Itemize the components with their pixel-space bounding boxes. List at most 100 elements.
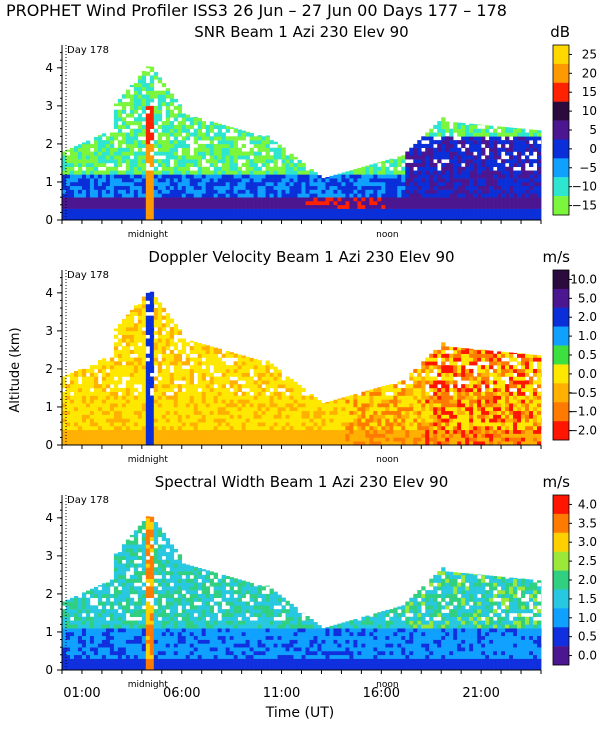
heatmap-cell bbox=[153, 113, 159, 118]
heatmap-cell bbox=[345, 403, 350, 408]
heatmap-cell bbox=[265, 441, 270, 446]
heatmap-cell bbox=[401, 422, 406, 427]
colorbar-units: m/s bbox=[543, 248, 571, 266]
heatmap-cell bbox=[461, 170, 466, 175]
heatmap-cell bbox=[237, 418, 242, 423]
heatmap-cell bbox=[241, 216, 246, 221]
heatmap-cell bbox=[117, 212, 123, 217]
heatmap-cell bbox=[213, 200, 218, 206]
heatmap-cell bbox=[217, 147, 222, 152]
heatmap-cell bbox=[153, 193, 159, 198]
heatmap-cell bbox=[465, 414, 470, 419]
heatmap-cell bbox=[261, 380, 266, 385]
heatmap-cell bbox=[513, 159, 518, 164]
heatmap-cell bbox=[101, 361, 107, 366]
heatmap-cell bbox=[449, 136, 454, 141]
heatmap-cell bbox=[213, 193, 218, 198]
heatmap-cell bbox=[201, 361, 206, 366]
heatmap-cell bbox=[485, 357, 490, 362]
heatmap-cell bbox=[81, 380, 87, 385]
heatmap-cell bbox=[277, 418, 282, 423]
heatmap-cell bbox=[169, 433, 175, 438]
heatmap-cell bbox=[437, 429, 442, 434]
heatmap-cell bbox=[141, 300, 147, 305]
heatmap-cell bbox=[521, 128, 526, 133]
heatmap-cell bbox=[233, 361, 238, 366]
heatmap-cell bbox=[513, 197, 518, 202]
heatmap-cell bbox=[249, 403, 254, 408]
heatmap-cell bbox=[309, 437, 314, 442]
heatmap-cell bbox=[193, 342, 199, 347]
heatmap-cell bbox=[157, 323, 163, 328]
heatmap-cell bbox=[233, 414, 238, 419]
heatmap-cell bbox=[157, 132, 163, 137]
heatmap-cell bbox=[177, 132, 183, 137]
heatmap-cell bbox=[125, 414, 131, 419]
heatmap-cell bbox=[285, 170, 290, 175]
heatmap-cell bbox=[161, 98, 167, 103]
heatmap-cell bbox=[193, 121, 199, 126]
heatmap-cell bbox=[465, 376, 470, 381]
heatmap-cell bbox=[477, 162, 482, 168]
heatmap-cell bbox=[273, 387, 278, 393]
heatmap-cell bbox=[481, 410, 486, 415]
heatmap-cell bbox=[165, 94, 171, 99]
heatmap-cell bbox=[137, 98, 143, 103]
heatmap-cell bbox=[453, 162, 458, 168]
heatmap-cell bbox=[62, 395, 67, 400]
heatmap-cell bbox=[485, 125, 490, 129]
heatmap-cell bbox=[141, 304, 147, 309]
heatmap-cell bbox=[65, 441, 71, 446]
heatmap-cell bbox=[137, 380, 143, 385]
heatmap-cell bbox=[385, 403, 390, 408]
heatmap-cell bbox=[181, 216, 187, 221]
heatmap-cell bbox=[237, 129, 242, 133]
heatmap-cell bbox=[241, 212, 246, 217]
heatmap-cell bbox=[109, 403, 115, 408]
heatmap-cell bbox=[93, 403, 99, 408]
heatmap-cell bbox=[497, 166, 502, 171]
heatmap-cell bbox=[81, 418, 87, 423]
heatmap-cell bbox=[229, 189, 234, 194]
heatmap-cell bbox=[405, 395, 410, 400]
heatmap-cell bbox=[185, 342, 191, 347]
heatmap-cell bbox=[421, 395, 426, 400]
heatmap-cell bbox=[113, 372, 119, 377]
heatmap-cell bbox=[441, 414, 446, 419]
heatmap-cell bbox=[181, 376, 187, 381]
heatmap-cell bbox=[265, 433, 270, 438]
heatmap-cell bbox=[245, 429, 250, 434]
heatmap-cell bbox=[141, 132, 147, 137]
heatmap-cell bbox=[121, 327, 127, 332]
heatmap-cell bbox=[141, 437, 147, 442]
heatmap-cell bbox=[253, 418, 258, 423]
heatmap-cell bbox=[145, 197, 151, 202]
heatmap-cell bbox=[421, 170, 426, 175]
heatmap-cell bbox=[465, 124, 470, 129]
heatmap-cell bbox=[313, 422, 318, 427]
heatmap-cell bbox=[257, 372, 262, 377]
heatmap-cell bbox=[233, 151, 238, 156]
heatmap-cell bbox=[301, 200, 306, 206]
heatmap-cell bbox=[245, 200, 250, 206]
heatmap-cell bbox=[477, 357, 482, 362]
heatmap-cell bbox=[153, 403, 159, 408]
heatmap-cell bbox=[221, 132, 226, 137]
heatmap-cell bbox=[169, 376, 175, 381]
heatmap-cell bbox=[237, 212, 242, 217]
heatmap-cell bbox=[397, 204, 402, 209]
heatmap-cell bbox=[169, 143, 175, 149]
heatmap-cell bbox=[77, 395, 83, 400]
heatmap-cell bbox=[337, 208, 342, 213]
heatmap-cell bbox=[349, 185, 354, 190]
colorbar-label: 10 bbox=[582, 104, 597, 118]
heatmap-cell bbox=[157, 365, 163, 370]
heatmap-cell bbox=[201, 399, 206, 404]
heatmap-cell bbox=[221, 387, 226, 393]
heatmap-cell bbox=[521, 197, 526, 202]
heatmap-cell bbox=[209, 410, 214, 415]
heatmap-cell bbox=[133, 143, 139, 149]
heatmap-cell bbox=[513, 189, 518, 194]
heatmap-cell bbox=[381, 433, 386, 438]
heatmap-cell bbox=[281, 200, 286, 206]
